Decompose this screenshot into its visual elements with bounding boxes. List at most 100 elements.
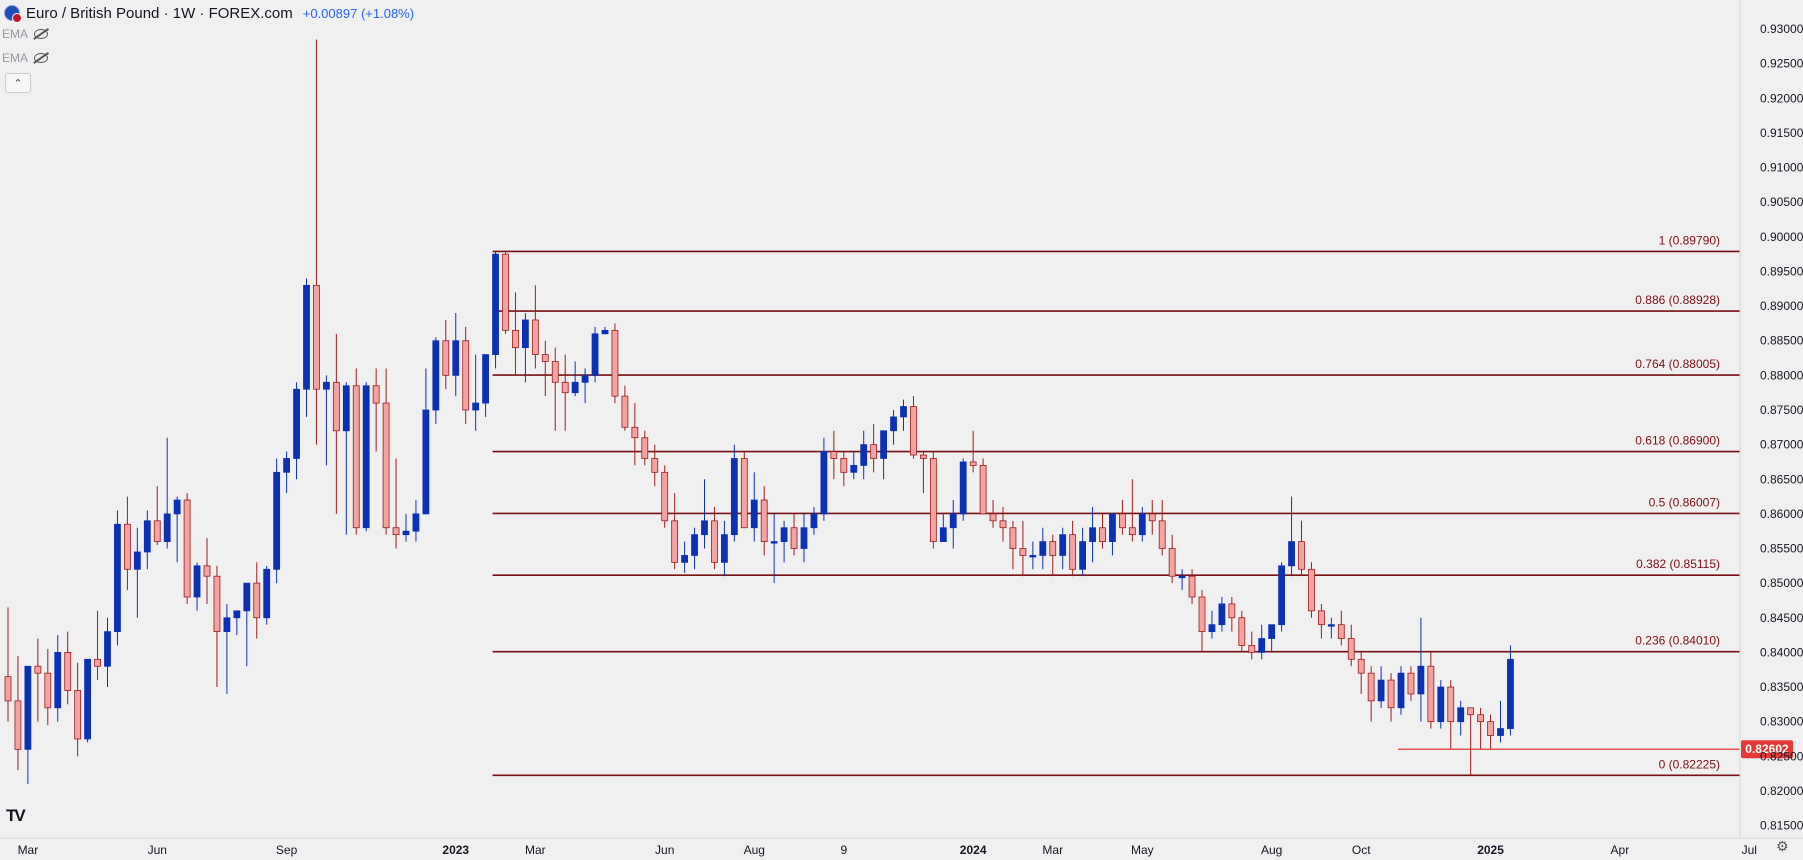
- candle-body: [1248, 645, 1256, 653]
- candle-up: [1079, 527, 1086, 577]
- candle-body: [14, 700, 22, 750]
- fibonacci-retracement[interactable]: 1 (0.89790) 0.886 (0.88928) 0.764 (0.88005…: [492, 233, 1740, 777]
- candle-body: [213, 575, 221, 633]
- candle-up: [691, 527, 698, 570]
- candle-body: [472, 402, 480, 411]
- price-tick-label: 0.91000: [1760, 161, 1803, 175]
- candle-down: [253, 562, 261, 639]
- candle-body: [1228, 603, 1236, 619]
- candle-up: [1417, 617, 1425, 722]
- candle-down: [1337, 610, 1345, 646]
- candle-up: [432, 337, 440, 424]
- candle-body: [780, 527, 788, 542]
- candle-down: [14, 655, 22, 771]
- tradingview-logo[interactable]: TV: [6, 806, 26, 825]
- candle-body: [959, 461, 967, 515]
- candle-up: [1397, 666, 1405, 715]
- candle-body: [243, 582, 251, 612]
- candle-body: [740, 458, 748, 529]
- candle-up: [800, 513, 808, 563]
- candle-down: [1318, 603, 1325, 639]
- candle-down: [1148, 500, 1156, 535]
- candle-down: [1367, 666, 1375, 722]
- candle-down: [631, 403, 639, 466]
- candle-down: [561, 354, 569, 431]
- candle-body: [1178, 575, 1186, 579]
- time-tick-label: Jun: [148, 843, 167, 857]
- candle-body: [969, 461, 977, 466]
- collapse-legend-button[interactable]: ⌃: [5, 73, 31, 93]
- fib-level-label: 0.886 (0.88928): [1635, 293, 1720, 307]
- candle-body: [800, 527, 808, 549]
- candle-body: [1109, 513, 1116, 542]
- candle-up: [1457, 700, 1465, 736]
- candle-up: [1278, 562, 1285, 632]
- candle-down: [1128, 479, 1136, 542]
- candle-body: [1288, 541, 1295, 567]
- candle-body: [890, 416, 897, 432]
- chart-header: Euro / British Pound · 1W · FOREX.com +0…: [4, 3, 414, 23]
- candle-body: [621, 395, 629, 428]
- candle-body: [830, 451, 838, 459]
- candle-body: [84, 658, 91, 740]
- eye-off-icon[interactable]: [34, 29, 49, 39]
- candle-body: [631, 426, 639, 439]
- candle-up: [322, 375, 330, 466]
- candle-body: [382, 402, 390, 529]
- candle-down: [1228, 596, 1236, 632]
- time-axis[interactable]: Mar Jun Sep 2023 Mar Jun Aug 9 2024 Mar May Aug Oct 2…: [18, 843, 1757, 857]
- candle-body: [1357, 658, 1365, 674]
- candle-body: [1099, 527, 1106, 542]
- candle-body: [462, 340, 470, 411]
- candle-up: [880, 430, 887, 480]
- candle-down: [34, 638, 42, 722]
- price-tick-label: 0.93000: [1760, 22, 1803, 36]
- candle-body: [54, 651, 62, 709]
- candle-up: [54, 635, 62, 722]
- candle-down: [44, 648, 52, 726]
- current-price-label: 0.82602: [1745, 742, 1789, 756]
- candle-down: [1019, 520, 1027, 577]
- candle-down: [124, 496, 131, 591]
- candle-up: [890, 409, 897, 445]
- price-tick-label: 0.82500: [1760, 749, 1803, 763]
- candle-down: [651, 444, 659, 487]
- candle-down: [512, 292, 519, 376]
- candle-down: [1387, 673, 1395, 722]
- candle-body: [790, 527, 798, 549]
- time-tick-label: Jun: [655, 843, 674, 857]
- fib-level-label: 0.236 (0.84010): [1635, 634, 1720, 648]
- candle-up: [412, 500, 420, 542]
- price-tick-label: 0.92500: [1760, 57, 1803, 71]
- time-tick-label: Oct: [1352, 843, 1371, 857]
- candle-down: [989, 500, 997, 528]
- price-tick-label: 0.87000: [1760, 438, 1803, 452]
- indicator-ema-2[interactable]: EMA: [2, 51, 49, 65]
- eye-off-icon[interactable]: [34, 53, 49, 63]
- candle-up: [293, 382, 300, 480]
- candle-up: [1288, 496, 1295, 577]
- candle-down: [213, 565, 221, 688]
- candle-body: [1268, 624, 1276, 639]
- candle-body: [1188, 575, 1196, 598]
- price-axis[interactable]: 0.93000 0.92500 0.92000 0.91500 0.91000 0.905…: [1760, 22, 1803, 832]
- gear-icon[interactable]: ⚙: [1776, 838, 1789, 854]
- symbol-title[interactable]: Euro / British Pound · 1W · FOREX.com: [26, 4, 293, 22]
- candle-body: [1457, 707, 1465, 723]
- candle-down: [641, 430, 649, 466]
- candle-body: [711, 520, 718, 563]
- price-tick-label: 0.92000: [1760, 91, 1803, 105]
- candle-down: [1198, 590, 1206, 653]
- indicator-ema-1[interactable]: EMA: [2, 27, 49, 41]
- candle-body: [522, 319, 529, 349]
- candle-body: [372, 385, 380, 404]
- price-tick-label: 0.84500: [1760, 611, 1803, 625]
- candle-down: [1407, 666, 1415, 701]
- candle-body: [730, 458, 738, 536]
- candle-down: [541, 340, 549, 397]
- candle-body: [1158, 520, 1166, 549]
- candle-body: [949, 513, 957, 529]
- candle-up: [24, 665, 32, 784]
- price-tick-label: 0.90000: [1760, 230, 1803, 244]
